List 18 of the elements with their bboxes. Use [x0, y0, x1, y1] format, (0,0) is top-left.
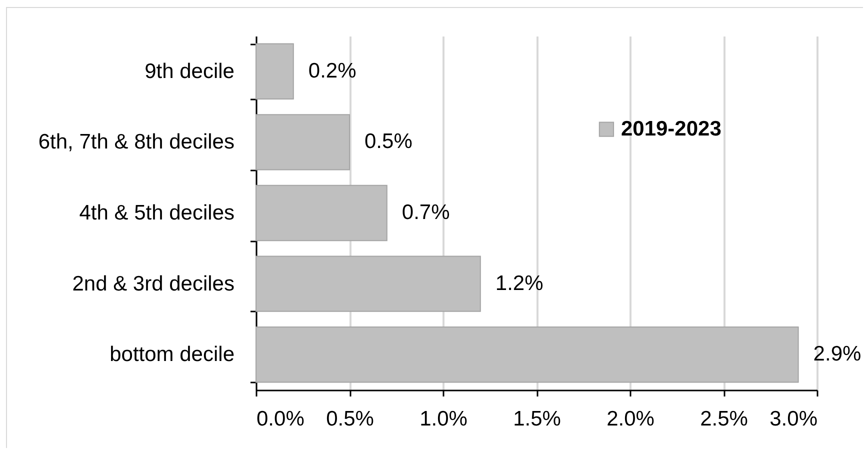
legend-label: 2019-2023: [620, 117, 722, 140]
y-tick-label: bottom decile: [110, 343, 234, 366]
x-tick-label: 0.5%: [326, 408, 374, 430]
x-tick-label: 0.0%: [256, 408, 304, 430]
y-tick-label: 4th & 5th deciles: [79, 202, 234, 224]
data-label: 2.9%: [813, 342, 862, 366]
y-tick-label: 2nd & 3rd deciles: [72, 272, 234, 296]
y-tick-label: 6th, 7th & 8th deciles: [38, 130, 234, 154]
x-tick-label: 1.0%: [420, 408, 468, 430]
data-label: 1.2%: [495, 272, 544, 295]
x-tick-label: 1.5%: [513, 408, 561, 430]
x-tick-label: 3.0%: [770, 408, 818, 430]
x-tick-label: 2.5%: [700, 408, 748, 430]
data-label: 0.7%: [402, 201, 450, 224]
x-tick-label: 2.0%: [606, 408, 654, 430]
data-label: 0.5%: [364, 130, 412, 154]
y-tick-label: 9th decile: [144, 60, 234, 83]
data-label: 0.2%: [308, 59, 356, 82]
